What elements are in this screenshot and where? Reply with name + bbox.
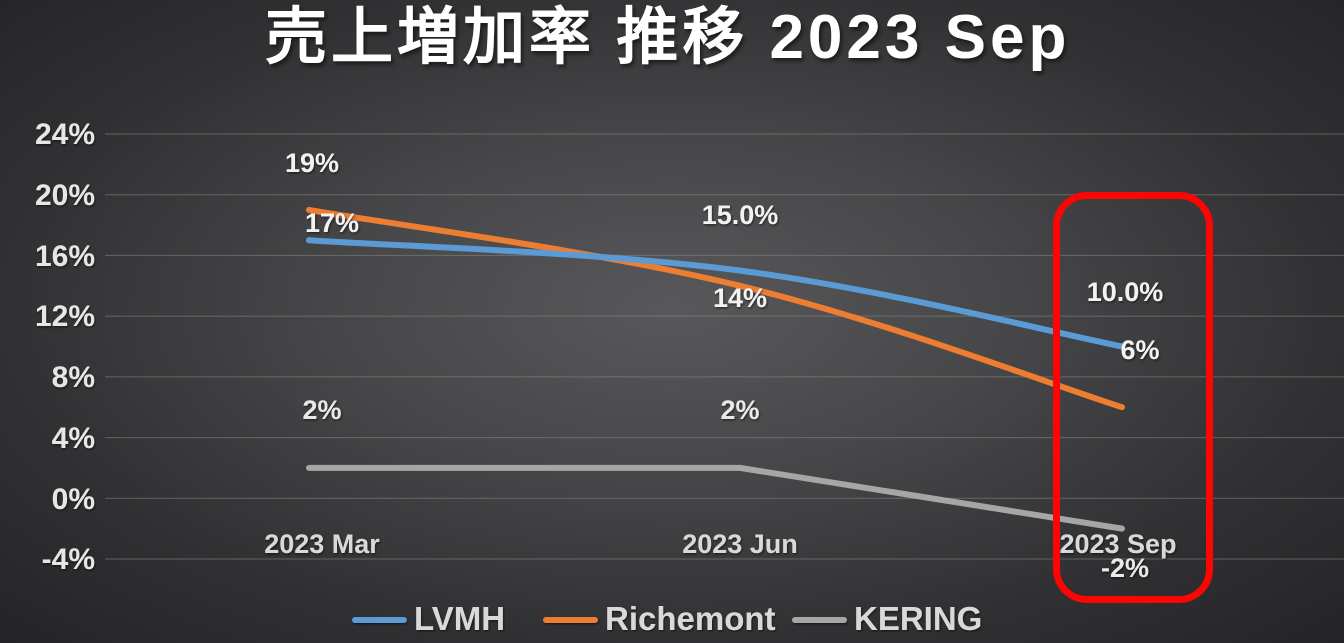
svg-text:4%: 4% [52,422,95,455]
svg-text:LVMH: LVMH [414,600,505,637]
svg-text:0%: 0% [52,483,95,516]
svg-text:8%: 8% [52,361,95,394]
svg-text:2023 Mar: 2023 Mar [264,529,380,559]
svg-text:Richemont: Richemont [605,600,776,637]
svg-text:12%: 12% [35,300,95,333]
svg-text:16%: 16% [35,240,95,273]
svg-text:-4%: -4% [42,543,95,576]
svg-text:KERING: KERING [854,600,982,637]
svg-text:15.0%: 15.0% [702,200,779,230]
svg-text:2%: 2% [302,395,341,425]
svg-text:17%: 17% [305,208,359,238]
svg-text:14%: 14% [713,283,767,313]
svg-text:24%: 24% [35,118,95,151]
svg-text:2%: 2% [720,395,759,425]
svg-text:2023 Jun: 2023 Jun [682,529,798,559]
svg-text:20%: 20% [35,179,95,212]
svg-text:19%: 19% [285,148,339,178]
svg-text:売上増加率 推移 2023 Sep: 売上増加率 推移 2023 Sep [265,3,1070,72]
